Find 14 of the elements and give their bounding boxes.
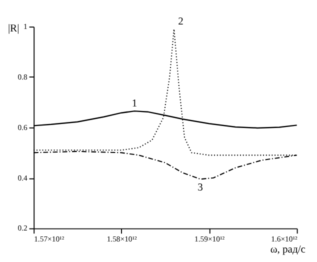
y-tick-label: 0.6 [18,122,28,132]
y-axis-title: |R| [8,23,20,34]
y-tick-label: 0.8 [18,72,28,82]
x-tick-label: 1.58×10¹² [106,234,138,244]
x-tick-label: 1.59×10¹² [194,234,226,244]
y-tick-label: 0.2 [18,224,28,233]
series-label: 1 [132,98,138,110]
series-label: 2 [178,16,184,28]
x-tick-label: 1.6×10¹² [271,234,298,244]
x-tick-label: 1.57×10¹² [34,234,65,244]
series-label: 3 [198,182,203,194]
x-axis-title: ω, рад/с [270,244,306,256]
y-tick-label: 1 [24,22,28,31]
y-tick-label: 0.4 [18,173,28,182]
